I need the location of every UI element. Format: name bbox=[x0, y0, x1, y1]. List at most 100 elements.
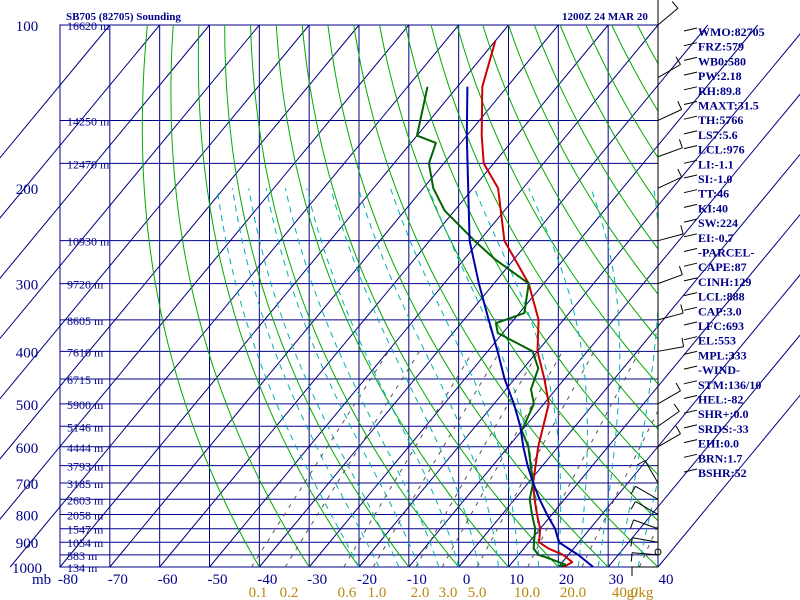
pressure-tick-label: 600 bbox=[16, 441, 39, 457]
mixing-ratio-label: 3.0 bbox=[439, 585, 458, 600]
mixing-ratio-line bbox=[284, 351, 420, 567]
pressure-tick-label: 500 bbox=[16, 398, 39, 414]
height-label: 1547 m bbox=[67, 523, 104, 537]
index-pointer bbox=[683, 189, 698, 194]
wind-barb bbox=[632, 552, 659, 556]
index-value: LS7:5.6 bbox=[698, 128, 738, 142]
height-label: 12470 m bbox=[67, 157, 110, 171]
pressure-tick-label: 800 bbox=[16, 508, 39, 524]
wind-barb bbox=[632, 537, 659, 543]
wind-barb bbox=[657, 274, 683, 285]
background-lines bbox=[141, 25, 658, 567]
dry-adiabat bbox=[533, 25, 658, 250]
index-value: CINH:129 bbox=[698, 275, 751, 289]
index-pointer bbox=[683, 71, 698, 76]
wind-barb bbox=[657, 233, 684, 242]
mixing-ratio-label: 1.0 bbox=[368, 585, 387, 600]
index-value: PW:2.18 bbox=[698, 69, 742, 83]
mixing-ratio-label: 0.1 bbox=[249, 585, 268, 600]
moist-adiabat bbox=[248, 188, 400, 567]
index-pointer bbox=[683, 277, 698, 282]
wind-barb-flag bbox=[630, 519, 635, 529]
height-label: 14250 m bbox=[67, 114, 110, 128]
wind-barb-flag bbox=[630, 486, 636, 495]
dry-adiabat bbox=[301, 25, 559, 567]
height-label: 6715 m bbox=[67, 373, 104, 387]
index-pointer bbox=[683, 350, 698, 355]
isotherm-line bbox=[0, 24, 161, 219]
sounding-traces bbox=[416, 40, 594, 567]
index-value: MAXT:31.5 bbox=[698, 99, 759, 113]
wind-barb-flag bbox=[630, 552, 633, 562]
index-pointer bbox=[683, 365, 698, 370]
isotherm-line bbox=[9, 24, 460, 568]
height-label: 9720 m bbox=[67, 278, 104, 292]
wind-barb-flag bbox=[630, 501, 636, 510]
dry-adiabat bbox=[430, 25, 658, 431]
pressure-tick-label: 700 bbox=[16, 477, 39, 493]
mixing-ratio-label: 5.0 bbox=[468, 585, 487, 600]
temperature-tick-label: -50 bbox=[208, 572, 228, 588]
height-label: 16620 m bbox=[67, 19, 110, 33]
wind-barb bbox=[633, 519, 659, 530]
index-value: BRN:1.7 bbox=[698, 451, 742, 465]
isotherm-line bbox=[607, 334, 800, 568]
mixing-ratio-line bbox=[415, 351, 540, 567]
moist-adiabat bbox=[284, 188, 440, 567]
wind-barb bbox=[657, 390, 681, 405]
moist-adiabat bbox=[473, 188, 562, 567]
index-pointer bbox=[683, 395, 698, 399]
temperature-tick-label: 40 bbox=[659, 572, 674, 588]
trace-dewpoint bbox=[416, 86, 567, 567]
plot-grid bbox=[0, 24, 800, 568]
temperature-tick-label: -60 bbox=[158, 572, 178, 588]
mixing-ratio-label: 10.0 bbox=[514, 585, 540, 600]
index-pointer bbox=[683, 159, 698, 164]
valid-time: 1200Z 24 MAR 20 bbox=[562, 11, 648, 23]
isotherm-line bbox=[308, 24, 759, 568]
dry-adiabat bbox=[585, 25, 658, 159]
index-value: WMO:82705 bbox=[698, 25, 765, 39]
wind-barb bbox=[657, 7, 679, 26]
height-label: 1054 m bbox=[67, 536, 104, 550]
index-value: STM:136/10 bbox=[698, 378, 761, 392]
dry-adiabat bbox=[170, 25, 310, 567]
height-label: 2058 m bbox=[67, 508, 104, 522]
wind-barb-flag bbox=[677, 101, 683, 110]
isotherm-line bbox=[0, 24, 111, 159]
index-pointer bbox=[683, 262, 698, 267]
mixing-ratio-label: 0.6 bbox=[338, 585, 357, 600]
isotherm-line bbox=[408, 93, 800, 568]
height-label: 10930 m bbox=[67, 235, 110, 249]
dry-adiabat bbox=[197, 25, 360, 567]
trace-parcel bbox=[465, 86, 594, 567]
wind-barb bbox=[657, 176, 682, 189]
index-value: CAPE:87 bbox=[698, 260, 747, 274]
pressure-tick-label: 900 bbox=[16, 536, 39, 552]
index-pointer bbox=[683, 468, 698, 473]
index-pointer bbox=[683, 233, 698, 238]
index-pointer bbox=[683, 86, 698, 91]
height-label: 4444 m bbox=[67, 441, 104, 455]
temperature-tick-label: 20 bbox=[559, 572, 574, 588]
moist-adiabat bbox=[216, 188, 360, 567]
index-value: SHR+:0.0 bbox=[698, 407, 749, 421]
moist-adiabat bbox=[357, 188, 499, 567]
index-pointer bbox=[683, 130, 698, 135]
index-pointer bbox=[683, 380, 698, 385]
moist-adiabat bbox=[637, 477, 658, 567]
isotherm-line bbox=[557, 274, 800, 568]
moist-adiabat bbox=[528, 187, 588, 567]
moist-adiabat bbox=[330, 188, 480, 567]
index-value: HEL:-82 bbox=[698, 393, 743, 407]
height-label: 5900 m bbox=[67, 398, 104, 412]
index-value: SRDS:-33 bbox=[698, 422, 749, 436]
isotherm-line bbox=[657, 394, 800, 568]
axis-labels: SB705 (82705) Sounding 1200Z 24 MAR 20 m… bbox=[12, 11, 674, 600]
moist-adiabat bbox=[590, 188, 621, 567]
index-value: TT:46 bbox=[698, 187, 729, 201]
index-pointer bbox=[683, 321, 698, 326]
isotherm-line bbox=[258, 24, 709, 568]
isotherm-line bbox=[59, 24, 509, 568]
